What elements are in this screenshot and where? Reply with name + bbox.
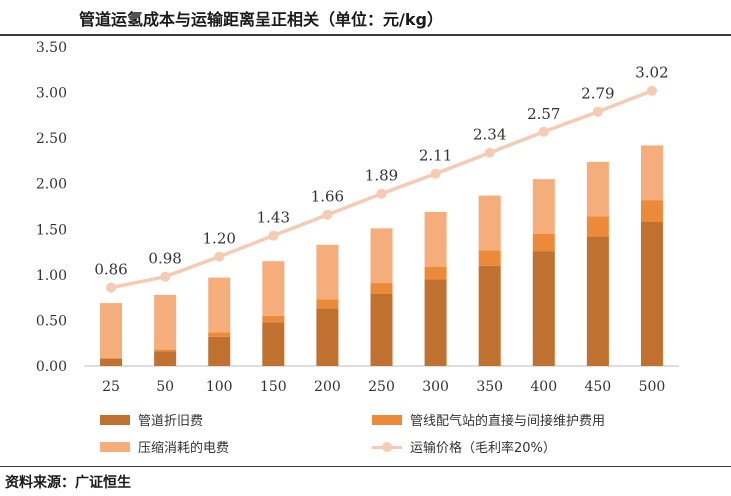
- price-label: 1.66: [311, 188, 344, 206]
- price-point: [376, 188, 387, 199]
- bar-segment-1: [370, 283, 393, 294]
- x-tick-label: 250: [368, 379, 395, 395]
- x-tick-label: 100: [206, 379, 233, 395]
- x-tick-label: 500: [639, 379, 666, 395]
- y-tick-label: 3.00: [36, 86, 67, 102]
- x-tick-label: 50: [156, 379, 174, 395]
- legend-item-depreciation: 管道折旧费: [100, 410, 203, 429]
- y-axis-ticks: 0.00 0.50 1.00 1.50 2.00 2.50 3.00 3.50: [36, 40, 67, 375]
- y-tick-label: 2.00: [36, 177, 67, 193]
- price-point: [160, 271, 171, 282]
- bar-series: [100, 145, 663, 366]
- y-tick-label: 1.00: [36, 268, 67, 284]
- bar-segment-2: [478, 195, 501, 251]
- price-label: 0.98: [148, 250, 181, 268]
- bar-segment-2: [316, 244, 339, 300]
- bar-segment-1: [316, 299, 339, 309]
- price-label: 2.11: [419, 147, 452, 165]
- bar-segment-1: [532, 233, 555, 252]
- x-tick-label: 200: [314, 379, 341, 395]
- bar-segment-1: [100, 357, 123, 359]
- x-tick-label: 150: [260, 379, 287, 395]
- bar-segment-2: [100, 303, 123, 358]
- y-tick-label: 0.50: [36, 313, 67, 329]
- y-tick-label: 2.50: [36, 131, 67, 147]
- y-tick-label: 1.50: [36, 222, 67, 238]
- legend-swatch-depreciation: [100, 414, 130, 425]
- legend-label-depreciation: 管道折旧费: [138, 414, 204, 429]
- price-label: 1.43: [257, 209, 290, 227]
- price-label: 0.86: [94, 261, 127, 279]
- bar-segment-0: [154, 351, 177, 366]
- chart-title: 管道运氢成本与运输距离呈正相关（单位：元/kg）: [79, 10, 443, 29]
- x-tick-label: 300: [422, 379, 449, 395]
- price-point: [484, 147, 495, 158]
- price-point: [214, 251, 225, 262]
- bar-segment-0: [208, 336, 231, 366]
- legend-item-price: 运输价格（毛利率20%）: [372, 437, 556, 456]
- x-axis-ticks: 25 50 100 150 200 250 300 350 400 450 500: [102, 379, 665, 395]
- x-tick-label: 450: [584, 379, 611, 395]
- price-label: 2.79: [581, 85, 614, 103]
- price-label: 2.57: [527, 105, 560, 123]
- bar-segment-0: [316, 308, 339, 366]
- price-point: [106, 282, 117, 293]
- bar-segment-2: [262, 261, 285, 316]
- bar-segment-1: [478, 250, 501, 266]
- price-point: [592, 106, 603, 117]
- source-note: 资料来源：广证恒生: [5, 475, 131, 491]
- data-labels: 0.86 0.98 1.20 1.43 1.66 1.89 2.11 2.34 2.57 2.79…: [94, 64, 668, 279]
- bar-segment-0: [640, 221, 663, 366]
- bar-segment-1: [424, 266, 447, 280]
- price-point: [268, 230, 279, 241]
- legend-swatch-electricity: [100, 441, 130, 452]
- price-label: 1.89: [365, 167, 398, 185]
- bar-segment-0: [532, 251, 555, 366]
- legend-label-maintenance: 管线配气站的直接与间接维护费用: [410, 414, 606, 429]
- price-point: [646, 85, 657, 96]
- x-tick-label: 25: [102, 379, 120, 395]
- y-tick-label: 0.00: [36, 359, 67, 375]
- legend-item-maintenance: 管线配气站的直接与间接维护费用: [372, 410, 605, 429]
- price-point: [430, 168, 441, 179]
- bar-segment-0: [262, 322, 285, 366]
- title-rule: [0, 34, 731, 36]
- bar-segment-2: [640, 145, 663, 201]
- bar-segment-1: [208, 332, 231, 337]
- bar-segment-1: [262, 315, 285, 323]
- bar-segment-0: [424, 279, 447, 366]
- price-label: 2.34: [473, 126, 506, 144]
- y-tick-label: 3.50: [36, 40, 67, 56]
- bar-segment-0: [100, 358, 123, 366]
- bar-segment-2: [586, 161, 609, 217]
- bar-segment-1: [154, 349, 177, 352]
- x-tick-label: 400: [530, 379, 557, 395]
- legend-item-electricity: 压缩消耗的电费: [100, 437, 229, 456]
- bar-segment-2: [532, 179, 555, 234]
- bar-segment-2: [208, 277, 231, 333]
- bar-segment-0: [370, 293, 393, 366]
- price-label: 3.02: [635, 64, 668, 82]
- line-series: [106, 85, 657, 293]
- price-point: [322, 209, 333, 220]
- price-point: [538, 126, 549, 137]
- legend-swatch-price: [372, 441, 402, 453]
- bar-segment-2: [424, 211, 447, 267]
- chart-area: 0.00 0.50 1.00 1.50 2.00 2.50 3.00 3.50 25 50 100…: [36, 40, 679, 395]
- footer-rule: [0, 466, 731, 467]
- price-label: 1.20: [203, 230, 236, 248]
- bar-segment-2: [154, 294, 177, 350]
- bar-segment-1: [640, 200, 663, 222]
- legend-label-price: 运输价格（毛利率20%）: [410, 441, 556, 456]
- bar-segment-0: [586, 236, 609, 366]
- bar-segment-1: [586, 216, 609, 237]
- bar-segment-0: [478, 265, 501, 366]
- bar-segment-2: [370, 228, 393, 284]
- legend-label-electricity: 压缩消耗的电费: [138, 441, 230, 456]
- legend-swatch-maintenance: [372, 414, 402, 425]
- x-tick-label: 350: [476, 379, 503, 395]
